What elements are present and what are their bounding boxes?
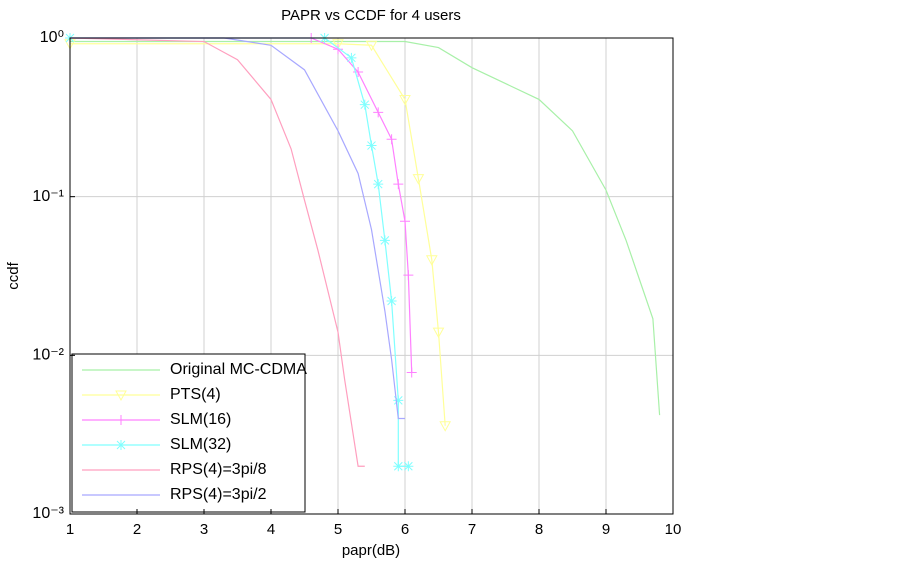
x-tick-label: 4 bbox=[267, 521, 275, 538]
marker bbox=[403, 270, 414, 281]
marker bbox=[393, 395, 404, 406]
x-tick-label: 3 bbox=[200, 521, 208, 538]
legend: Original MC-CDMA PTS(4) SLM(16) SLM(32) RPS(… bbox=[71, 353, 307, 513]
series-line bbox=[70, 37, 413, 373]
x-tick-label: 10 bbox=[665, 521, 682, 538]
legend-label: SLM(16) bbox=[170, 411, 231, 428]
series-line bbox=[70, 40, 661, 416]
marker bbox=[379, 235, 390, 246]
marker bbox=[116, 415, 126, 425]
series-line bbox=[69, 37, 365, 467]
x-tick-label: 9 bbox=[602, 521, 610, 538]
series-line bbox=[70, 37, 405, 420]
y-tick-label: 10⁻³ bbox=[32, 505, 64, 522]
legend-label: PTS(4) bbox=[170, 386, 221, 403]
marker bbox=[403, 461, 414, 472]
x-tick-label: 8 bbox=[535, 521, 543, 538]
legend-label: Original MC-CDMA bbox=[170, 361, 307, 378]
marker bbox=[116, 440, 126, 450]
lines bbox=[64, 33, 661, 472]
legend-label: RPS(4)=3pi/8 bbox=[170, 461, 267, 478]
marker bbox=[406, 367, 417, 378]
marker bbox=[439, 421, 452, 432]
marker bbox=[393, 179, 404, 190]
x-tick-label: 5 bbox=[334, 521, 342, 538]
x-tick-label: 7 bbox=[468, 521, 476, 538]
marker bbox=[359, 99, 370, 110]
marker bbox=[373, 179, 384, 190]
marker bbox=[400, 216, 410, 227]
x-axis-label: papr(dB) bbox=[342, 542, 400, 559]
marker bbox=[366, 140, 377, 151]
marker bbox=[386, 134, 397, 145]
marker bbox=[432, 327, 445, 339]
marker bbox=[386, 296, 397, 307]
marker bbox=[373, 107, 384, 118]
y-tick-label: 10⁻² bbox=[32, 347, 64, 364]
marker bbox=[353, 67, 364, 78]
marker bbox=[115, 390, 127, 402]
chart-title: PAPR vs CCDF for 4 users bbox=[281, 7, 461, 24]
legend-label: SLM(32) bbox=[170, 436, 231, 453]
x-tick-label: 1 bbox=[66, 521, 74, 538]
x-tick-label: 6 bbox=[401, 521, 409, 538]
legend-label: RPS(4)=3pi/2 bbox=[170, 486, 267, 503]
y-axis-label: ccdf bbox=[5, 261, 22, 289]
plot-frame bbox=[69, 37, 674, 515]
y-tick-label: 10⁻¹ bbox=[32, 188, 64, 205]
series-line bbox=[70, 43, 446, 426]
marker bbox=[393, 461, 404, 472]
marker bbox=[412, 174, 425, 185]
marker bbox=[346, 52, 357, 63]
y-tick-label: 10⁰ bbox=[40, 29, 64, 46]
marker bbox=[365, 40, 378, 52]
legend-box bbox=[71, 353, 306, 513]
marker bbox=[333, 44, 343, 55]
marker bbox=[399, 94, 411, 106]
marker bbox=[332, 39, 344, 50]
x-tick-label: 2 bbox=[133, 521, 141, 538]
marker bbox=[425, 255, 438, 266]
